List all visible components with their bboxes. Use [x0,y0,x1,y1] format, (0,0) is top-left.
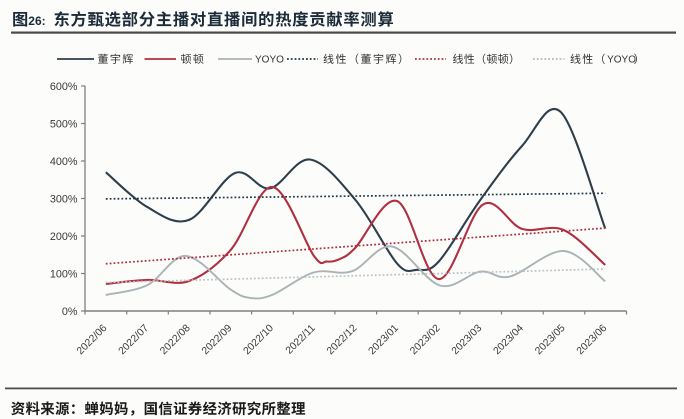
svg-text:400%: 400% [50,156,78,168]
svg-text:100%: 100% [50,269,78,281]
svg-text:300%: 300% [50,194,78,206]
svg-text:0%: 0% [62,306,78,318]
svg-text:YOYO: YOYO [607,55,636,66]
svg-text:500%: 500% [50,119,78,131]
svg-text:200%: 200% [50,231,78,243]
svg-text:600%: 600% [50,81,78,93]
svg-text:YOYO: YOYO [255,55,284,66]
svg-text:26:: 26: [28,14,45,28]
